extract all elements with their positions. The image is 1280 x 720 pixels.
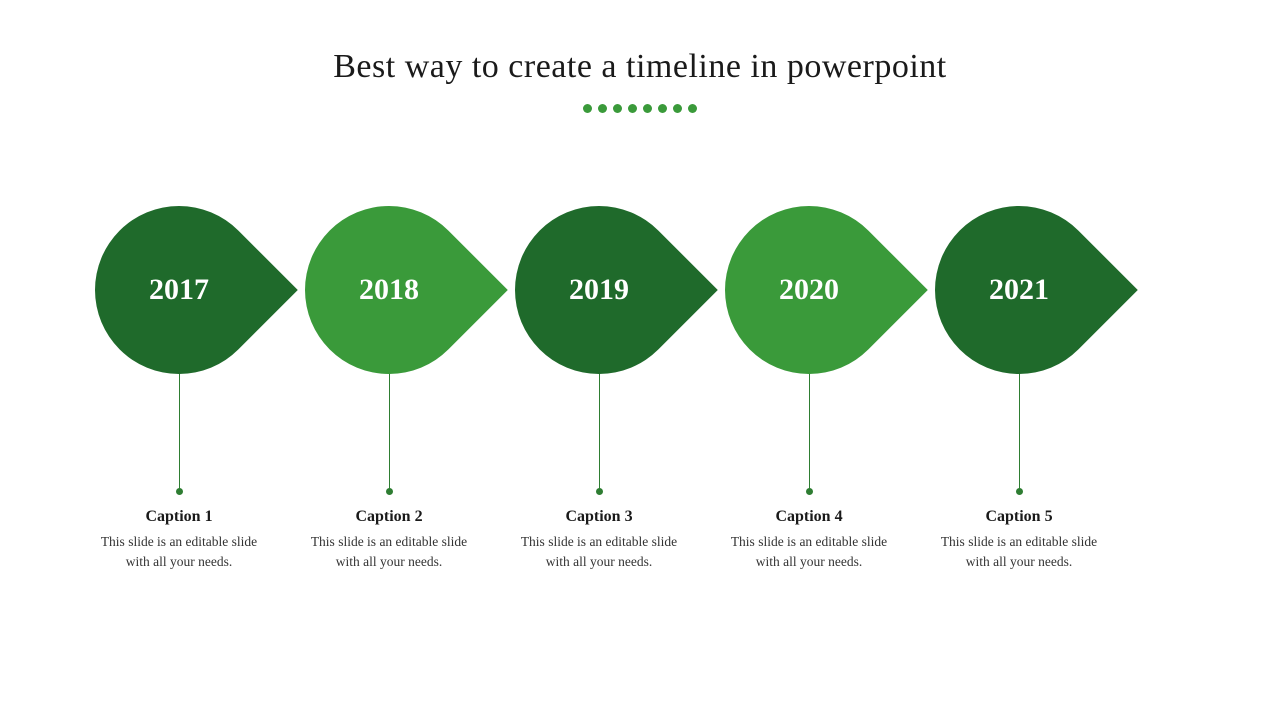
connector-line	[389, 372, 390, 492]
caption-title: Caption 4	[719, 508, 899, 526]
connector-line	[809, 372, 810, 492]
caption-text: This slide is an editable slide with all…	[929, 532, 1109, 571]
caption-title: Caption 1	[89, 508, 269, 526]
connector-dot	[1016, 488, 1023, 495]
decor-dot	[658, 104, 667, 113]
decor-dot	[583, 104, 592, 113]
timeline-year: 2019	[569, 273, 629, 307]
decor-dot	[628, 104, 637, 113]
caption-block: Caption 4 This slide is an editable slide…	[719, 508, 899, 571]
timeline-container: 2017 Caption 1 This slide is an editable s…	[0, 200, 1280, 680]
timeline-node: 2021	[900, 171, 1138, 409]
connector-line	[179, 372, 180, 492]
decor-dots	[0, 100, 1280, 118]
decor-dot	[673, 104, 682, 113]
connector-dot	[806, 488, 813, 495]
connector-dot	[386, 488, 393, 495]
connector-dot	[176, 488, 183, 495]
timeline-node: 2019	[480, 171, 718, 409]
connector-line	[599, 372, 600, 492]
decor-dot	[613, 104, 622, 113]
caption-title: Caption 5	[929, 508, 1109, 526]
caption-text: This slide is an editable slide with all…	[299, 532, 479, 571]
timeline-node: 2017	[60, 171, 298, 409]
connector-dot	[596, 488, 603, 495]
decor-dot	[598, 104, 607, 113]
caption-block: Caption 5 This slide is an editable slide…	[929, 508, 1109, 571]
caption-block: Caption 3 This slide is an editable slide…	[509, 508, 689, 571]
caption-text: This slide is an editable slide with all…	[719, 532, 899, 571]
timeline-year: 2017	[149, 273, 209, 307]
caption-title: Caption 2	[299, 508, 479, 526]
caption-title: Caption 3	[509, 508, 689, 526]
timeline-year: 2018	[359, 273, 419, 307]
decor-dot	[643, 104, 652, 113]
timeline-node: 2020	[690, 171, 928, 409]
caption-block: Caption 1 This slide is an editable slide…	[89, 508, 269, 571]
timeline-node: 2018	[270, 171, 508, 409]
caption-block: Caption 2 This slide is an editable slide…	[299, 508, 479, 571]
caption-text: This slide is an editable slide with all…	[509, 532, 689, 571]
decor-dot	[688, 104, 697, 113]
timeline-year: 2020	[779, 273, 839, 307]
timeline-year: 2021	[989, 273, 1049, 307]
page-title: Best way to create a timeline in powerpo…	[0, 0, 1280, 86]
caption-text: This slide is an editable slide with all…	[89, 532, 269, 571]
connector-line	[1019, 372, 1020, 492]
